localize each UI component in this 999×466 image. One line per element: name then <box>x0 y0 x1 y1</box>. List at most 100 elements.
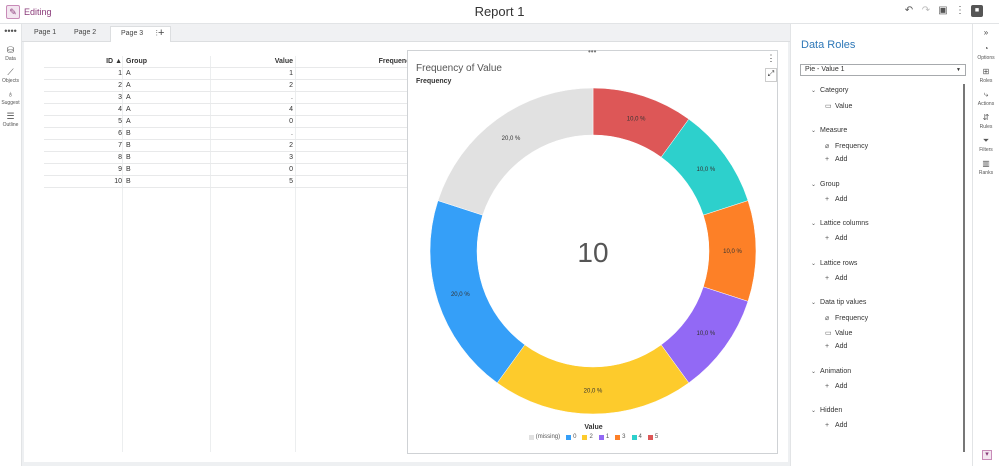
column-header-value[interactable]: Value <box>274 58 293 65</box>
tab-more-icon[interactable]: ⋮ <box>153 30 161 37</box>
table-cell: B <box>126 178 131 185</box>
pie-slice-2[interactable] <box>496 344 690 415</box>
role-group-header[interactable]: ⌄ Group <box>811 181 840 188</box>
add-role-button[interactable]: + Add <box>825 422 847 429</box>
scrollbar[interactable] <box>963 84 965 452</box>
rail-item-data[interactable]: ⛁ Data <box>0 45 21 62</box>
column-header-group[interactable]: Group <box>126 58 147 65</box>
role-item-label: Add <box>835 422 848 429</box>
table-row[interactable]: 5A 01 <box>44 116 418 128</box>
collapse-pane-icon[interactable]: » <box>983 28 989 37</box>
legend-item[interactable]: 1 <box>598 434 609 440</box>
role-group-label: Hidden <box>820 407 843 414</box>
list-table[interactable]: ID ▲ Group Value Frequency 1A112A213A.14… <box>44 56 418 188</box>
table-cell: 1 <box>299 164 414 176</box>
table-row[interactable]: 2A21 <box>44 80 418 92</box>
slice-data-label: 10,0 % <box>627 116 646 122</box>
table-row[interactable]: 6B. 1 <box>44 128 418 140</box>
rail-item-rules[interactable]: ⇵ Rules <box>973 113 999 130</box>
maximize-icon[interactable]: ⤢ <box>765 68 777 82</box>
toolbar-icons: ↶ ↷ ▣ ⋮ ■ <box>903 5 983 17</box>
rail-item-actions[interactable]: ⤷ Actions <box>973 90 999 107</box>
edit-mode-icon[interactable]: ✎ <box>6 5 20 19</box>
table-row[interactable]: 10 B 51 <box>44 176 418 188</box>
panel-grip-icon[interactable]: ••• <box>588 47 597 56</box>
redo-icon[interactable]: ↷ <box>921 5 931 16</box>
add-role-button[interactable]: + Add <box>825 275 847 282</box>
tab-page-2[interactable]: Page 2 <box>74 29 97 36</box>
role-group-header[interactable]: ⌄ Measure <box>811 127 847 134</box>
more-icon[interactable]: ⋮ <box>955 5 965 16</box>
undo-icon[interactable]: ↶ <box>904 5 914 16</box>
pie-chart-panel[interactable]: ••• Frequency of Value Frequency ⋮ ⤢ 10,… <box>407 47 779 455</box>
role-group-header[interactable]: ⌄ Data tip values <box>811 299 866 306</box>
pie-slice-missing[interactable] <box>437 87 594 216</box>
report-title: Report 1 <box>474 4 525 19</box>
add-role-button[interactable]: + Add <box>825 156 847 163</box>
table-cell: 2 <box>118 82 122 89</box>
tab-page-3[interactable]: Page 3 ⋮ <box>110 26 172 42</box>
legend-item[interactable]: 5 <box>647 434 658 440</box>
object-select[interactable]: Pie - Value 1 ▼ <box>800 64 966 76</box>
role-group-lattice-rows: ⌄ Lattice rows + Add <box>811 260 857 282</box>
add-icon: + <box>825 274 830 282</box>
table-cell: 6 <box>118 130 122 137</box>
actions-icon: ⤷ <box>983 90 989 99</box>
add-icon: + <box>825 382 830 390</box>
rail-menu-icon[interactable]: •••• <box>4 26 17 36</box>
pie-slice-0[interactable] <box>429 200 526 384</box>
rail-item-label: Roles <box>979 78 993 84</box>
role-item[interactable]: ⌀ Frequency <box>825 142 868 150</box>
role-group-header[interactable]: ⌄ Animation <box>811 368 851 375</box>
add-role-button[interactable]: + Add <box>825 343 847 350</box>
role-item-label: Add <box>835 156 848 163</box>
rail-item-outline[interactable]: ☰ Outline <box>0 111 21 128</box>
column-header-id[interactable]: ID ▲ <box>44 56 122 68</box>
rail-item-filters[interactable]: ⏷ Filters <box>973 136 999 153</box>
table-row[interactable]: 7B 21 <box>44 140 418 152</box>
pane-toggle-icon[interactable]: ▾ <box>982 450 992 460</box>
legend-item[interactable]: 4 <box>631 434 642 440</box>
filter-icon: ⏷ <box>982 136 990 145</box>
table-row[interactable]: 3A. 1 <box>44 92 418 104</box>
table-row[interactable]: 4A41 <box>44 104 418 116</box>
role-item[interactable]: ▭ Value <box>825 329 852 337</box>
donut-chart[interactable]: 10,0 % 10,0 % 10,0 % 10,0 % 20,0 % 20,0 % 20,0… <box>408 51 779 455</box>
rail-item-roles[interactable]: ⊞ Roles <box>973 67 999 84</box>
table-cell: 1 <box>299 152 414 164</box>
role-item[interactable]: ⌀ Frequency <box>825 314 868 322</box>
rail-item-options[interactable]: ◔ Options <box>973 44 999 61</box>
role-group-header[interactable]: ⌄ Lattice rows <box>811 260 857 267</box>
tab-page-1[interactable]: Page 1 <box>34 29 57 36</box>
app-icon[interactable]: ■ <box>971 5 983 17</box>
object-menu-icon[interactable]: ⋮ <box>766 53 776 63</box>
rail-item-ranks[interactable]: ▥ Ranks <box>973 159 999 176</box>
chevron-down-icon: ⌄ <box>811 127 817 134</box>
options-icon: ◔ <box>983 44 989 53</box>
role-group-header[interactable]: ⌄ Lattice columns <box>811 220 869 227</box>
table-cell: 5 <box>118 118 122 125</box>
add-role-button[interactable]: + Add <box>825 196 847 203</box>
add-icon: + <box>825 156 830 163</box>
column-header-frequency[interactable]: Frequency <box>378 58 414 65</box>
table-row[interactable]: 1A11 <box>44 68 418 80</box>
add-role-button[interactable]: + Add <box>825 235 847 242</box>
role-item[interactable]: ▭ Value <box>825 102 852 110</box>
table-row[interactable]: 9B 01 <box>44 164 418 176</box>
right-rail: » ◔ Options ⊞ Roles ⤷ Actions ⇵ Rules ⏷ Filters ▥ R… <box>972 24 999 466</box>
legend-item[interactable]: 3 <box>615 434 626 440</box>
rail-item-objects[interactable]: ⟋ Objects <box>0 67 21 84</box>
legend-label: (missing) <box>535 434 561 440</box>
add-page-button[interactable]: + <box>158 27 165 39</box>
table-row[interactable]: 8B 31 <box>44 152 418 164</box>
role-group-header[interactable]: ⌄ Category <box>811 87 848 94</box>
add-role-button[interactable]: + Add <box>825 383 847 390</box>
rail-item-suggest[interactable]: ♁ Suggest <box>0 89 21 106</box>
role-group-header[interactable]: ⌄ Hidden <box>811 407 842 414</box>
role-item-label: Value <box>835 329 853 337</box>
legend-item[interactable]: (missing) <box>528 434 561 440</box>
legend-swatch <box>647 434 653 440</box>
legend-item[interactable]: 0 <box>566 434 576 440</box>
legend-item[interactable]: 2 <box>582 434 593 440</box>
save-icon[interactable]: ▣ <box>938 5 948 16</box>
